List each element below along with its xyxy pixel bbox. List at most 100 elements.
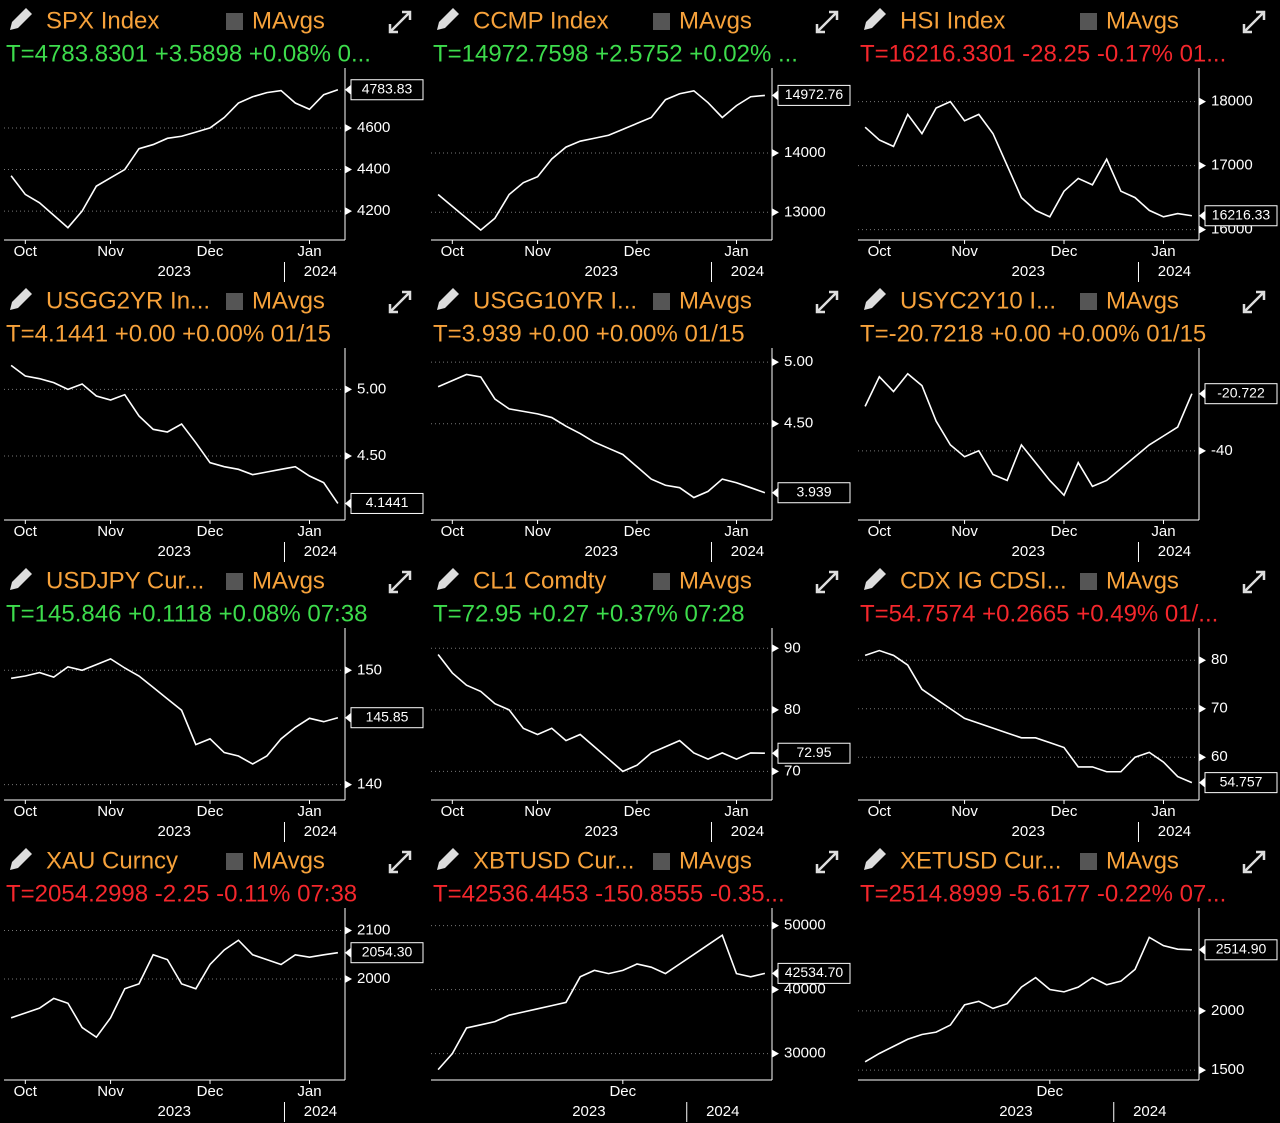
- y-tick-label: 5.00: [784, 353, 813, 370]
- chart-panel: XETUSD Cur... MAvgs T=2514.8999 -5.6177 -0…: [858, 847, 1278, 1122]
- tick-mark: [345, 123, 352, 132]
- edit-icon: [864, 848, 886, 870]
- y-tick-label: 70: [1211, 700, 1228, 717]
- y-tick-label: 70: [784, 762, 801, 779]
- panel-title: CDX IG CDSI...: [900, 567, 1067, 594]
- x-tick-label: Jan: [1151, 523, 1175, 540]
- tick-mark: [345, 780, 352, 789]
- expand-icon[interactable]: [388, 10, 412, 34]
- mavgs-checkbox[interactable]: [226, 293, 243, 310]
- year-label: 2023: [158, 1103, 191, 1120]
- y-tick-label: 60: [1211, 748, 1228, 765]
- mavgs-checkbox[interactable]: [1080, 293, 1097, 310]
- current-label: 72.95: [796, 744, 831, 760]
- current-pointer: [1199, 388, 1205, 399]
- subtitle: T=4783.8301 +3.5898 +0.08% 0...: [6, 40, 371, 67]
- price-line: [10, 88, 339, 229]
- mavgs-checkbox[interactable]: [1080, 573, 1097, 590]
- y-tick-label: 1500: [1211, 1061, 1244, 1078]
- expand-icon[interactable]: [815, 570, 839, 594]
- expand-icon[interactable]: [1242, 10, 1266, 34]
- current-box: [350, 942, 424, 964]
- current-box: [777, 482, 851, 504]
- y-tick-label: 50000: [784, 917, 826, 934]
- mavgs-checkbox[interactable]: [226, 573, 243, 590]
- current-label: 3.939: [796, 483, 831, 499]
- mavgs-checkbox[interactable]: [653, 573, 670, 590]
- expand-icon[interactable]: [815, 850, 839, 874]
- tick-mark: [345, 666, 352, 675]
- edit-icon: [10, 8, 32, 30]
- price-line: [437, 653, 765, 773]
- year-label: 2024: [1158, 543, 1191, 560]
- price-line: [864, 649, 1193, 784]
- expand-icon[interactable]: [815, 290, 839, 314]
- current-label: 145.85: [366, 708, 409, 724]
- x-tick-label: Nov: [951, 803, 978, 820]
- tick-mark: [772, 644, 779, 653]
- tick-mark: [1199, 225, 1206, 234]
- y-tick-label: 4.50: [357, 447, 386, 464]
- tick-mark: [345, 452, 352, 460]
- mavgs-checkbox[interactable]: [226, 13, 243, 30]
- legend-label: MAvgs: [252, 7, 325, 34]
- panel-title: HSI Index: [900, 7, 1005, 34]
- y-tick-label: 90: [784, 639, 801, 656]
- year-label: 2024: [731, 823, 764, 840]
- mavgs-checkbox[interactable]: [1080, 853, 1097, 870]
- x-tick-label: Oct: [868, 803, 892, 820]
- year-label: 2023: [585, 543, 618, 560]
- current-pointer: [345, 947, 351, 958]
- y-tick-label: 140: [357, 776, 382, 793]
- tick-mark: [345, 207, 352, 216]
- x-tick-label: Dec: [1051, 243, 1078, 260]
- year-label: 2024: [304, 263, 337, 280]
- subtitle: T=42536.4453 -150.8555 -0.35...: [433, 880, 785, 907]
- expand-icon[interactable]: [388, 850, 412, 874]
- tick-mark: [772, 419, 779, 428]
- x-tick-label: Jan: [724, 523, 748, 540]
- tick-mark: [345, 926, 352, 935]
- legend-label: MAvgs: [1106, 287, 1179, 314]
- expand-icon[interactable]: [1242, 290, 1266, 314]
- year-label: 2023: [585, 263, 618, 280]
- mavgs-checkbox[interactable]: [653, 13, 670, 30]
- expand-icon[interactable]: [815, 10, 839, 34]
- x-tick-label: Nov: [951, 523, 978, 540]
- y-tick-label: 80: [784, 701, 801, 718]
- expand-icon[interactable]: [1242, 570, 1266, 594]
- subtitle: T=2514.8999 -5.6177 -0.22% 07...: [860, 880, 1226, 907]
- tick-mark: [1199, 1066, 1206, 1075]
- expand-icon[interactable]: [388, 570, 412, 594]
- mavgs-checkbox[interactable]: [653, 853, 670, 870]
- expand-icon[interactable]: [1242, 850, 1266, 874]
- subtitle: T=16216.3301 -28.25 -0.17% 01...: [860, 40, 1226, 67]
- x-tick-label: Nov: [524, 523, 551, 540]
- current-pointer: [772, 968, 778, 979]
- y-tick-label: -40: [1211, 442, 1233, 459]
- current-label: -20.722: [1217, 384, 1265, 400]
- mavgs-checkbox[interactable]: [653, 293, 670, 310]
- x-tick-label: Dec: [624, 803, 651, 820]
- x-tick-label: Jan: [297, 803, 321, 820]
- current-label: 2514.90: [1216, 940, 1267, 956]
- current-pointer: [345, 84, 351, 95]
- x-tick-label: Oct: [441, 523, 465, 540]
- edit-icon: [437, 8, 459, 30]
- mavgs-checkbox[interactable]: [1080, 13, 1097, 30]
- chart-panel: XBTUSD Cur... MAvgs T=42536.4453 -150.8555…: [431, 847, 851, 1122]
- panel-title: CCMP Index: [473, 7, 609, 34]
- mavgs-checkbox[interactable]: [226, 853, 243, 870]
- edit-icon: [10, 848, 32, 870]
- current-box: [1204, 772, 1278, 794]
- current-label: 42534.70: [785, 964, 844, 980]
- tick-mark: [345, 975, 352, 984]
- edit-icon: [437, 288, 459, 310]
- price-line: [10, 657, 339, 765]
- x-tick-label: Oct: [868, 523, 892, 540]
- year-label: 2023: [999, 1103, 1032, 1120]
- current-label: 54.757: [1220, 773, 1263, 789]
- expand-icon[interactable]: [388, 290, 412, 314]
- chart-panel: HSI Index MAvgs T=16216.3301 -28.25 -0.17%…: [858, 7, 1278, 282]
- current-box: [350, 79, 424, 101]
